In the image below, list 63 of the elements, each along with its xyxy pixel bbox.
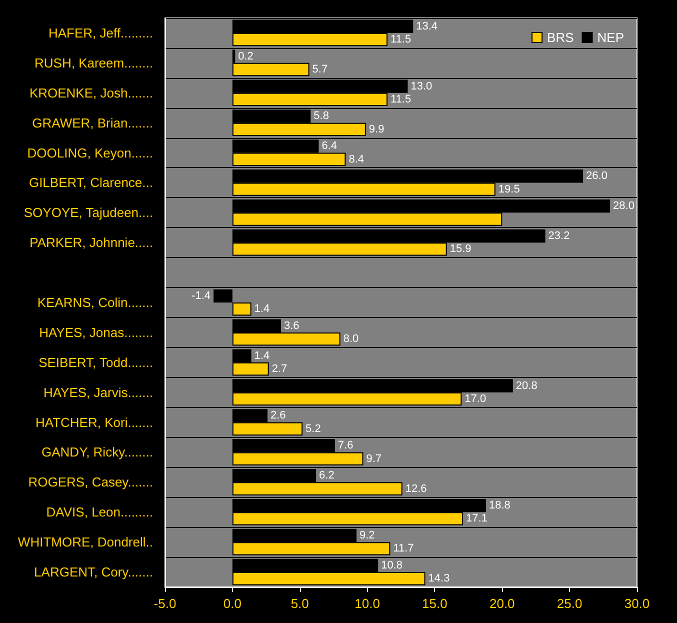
data-label: 8.4 <box>348 153 364 166</box>
data-label: 0.2 <box>238 50 254 62</box>
data-label: 5.2 <box>306 422 321 435</box>
x-tick-label: 15.0 <box>422 596 448 611</box>
y-tick-label: GILBERT, Clarence... <box>28 175 153 190</box>
y-tick-label: DAVIS, Leon......... <box>46 504 153 520</box>
y-tick-label: GRAWER, Brian....... <box>32 115 153 130</box>
data-label: 6.4 <box>322 140 338 152</box>
x-tick-label: 20.0 <box>489 596 515 611</box>
y-tick-label: SOYOYE, Tajudeen.... <box>24 205 153 220</box>
legend-label: BRS <box>547 30 574 45</box>
y-tick-label: SEIBERT, Todd....... <box>38 354 153 370</box>
data-label: 18.8 <box>488 500 510 512</box>
data-label: 9.2 <box>359 529 375 542</box>
data-label: 14.3 <box>428 572 450 585</box>
y-tick-label: WHITMORE, Dondrell.. <box>18 534 153 550</box>
data-label: 26.0 <box>586 170 608 182</box>
data-label: 11.5 <box>390 93 412 106</box>
x-tick-label: -5.0 <box>154 596 176 611</box>
data-label: 13.4 <box>416 20 438 32</box>
y-tick-label: LARGENT, Cory....... <box>34 564 153 580</box>
y-tick-label: HAFER, Jeff......... <box>48 25 153 40</box>
data-label: 20.8 <box>516 380 538 392</box>
data-label: 2.6 <box>270 410 286 422</box>
y-tick-label: PARKER, Johnnie..... <box>30 235 153 250</box>
y-tick-label: HAYES, Jonas........ <box>39 324 153 340</box>
data-label: 11.7 <box>393 542 414 555</box>
y-tick-label: DOOLING, Keyon...... <box>27 145 153 160</box>
x-tick-label: 30.0 <box>624 596 650 611</box>
data-label: 7.6 <box>338 440 354 452</box>
data-label: 19.5 <box>498 183 520 196</box>
x-tick-label: 0.0 <box>223 596 242 611</box>
data-label: 12.6 <box>405 482 427 495</box>
data-label: 17.0 <box>464 392 486 405</box>
data-label: 10.8 <box>381 559 402 572</box>
y-tick-label: HATCHER, Kori....... <box>36 414 153 430</box>
data-label: 23.2 <box>548 230 570 242</box>
legend-label: NEP <box>597 30 624 45</box>
data-label: 5.7 <box>312 64 328 76</box>
data-label: 8.0 <box>343 333 359 346</box>
data-label: 17.1 <box>466 512 488 525</box>
x-tick-label: 10.0 <box>354 596 380 611</box>
data-label: 15.9 <box>450 243 472 256</box>
data-label: 28.0 <box>613 200 634 212</box>
data-label: 13.0 <box>410 80 432 92</box>
x-tick-label: 5.0 <box>290 596 309 611</box>
data-label: 9.9 <box>368 123 384 136</box>
y-tick-label: ROGERS, Casey....... <box>28 474 153 490</box>
data-label: 6.2 <box>319 470 334 482</box>
data-label: 5.8 <box>314 110 329 122</box>
y-tick-label: RUSH, Kareem........ <box>34 55 153 70</box>
data-label: 9.7 <box>366 452 382 465</box>
data-label: -1.4 <box>192 290 211 302</box>
data-label: 1.4 <box>254 303 270 316</box>
y-tick-label: KROENKE, Josh....... <box>29 85 153 100</box>
data-label: 1.4 <box>254 350 270 362</box>
x-tick-label: 25.0 <box>556 596 582 611</box>
y-tick-label: KEARNS, Colin....... <box>37 295 153 310</box>
data-label: 3.6 <box>284 320 300 332</box>
data-label: 11.5 <box>390 34 412 46</box>
data-label: 2.7 <box>272 362 288 375</box>
y-tick-label: HAYES, Jarvis....... <box>43 384 153 400</box>
y-tick-label: GANDY, Ricky........ <box>42 444 153 460</box>
